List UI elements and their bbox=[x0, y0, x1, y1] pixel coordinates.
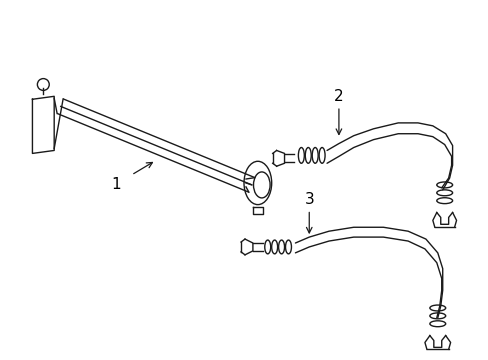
Text: 3: 3 bbox=[304, 192, 313, 207]
Text: 2: 2 bbox=[333, 89, 343, 104]
Text: 1: 1 bbox=[111, 177, 121, 193]
